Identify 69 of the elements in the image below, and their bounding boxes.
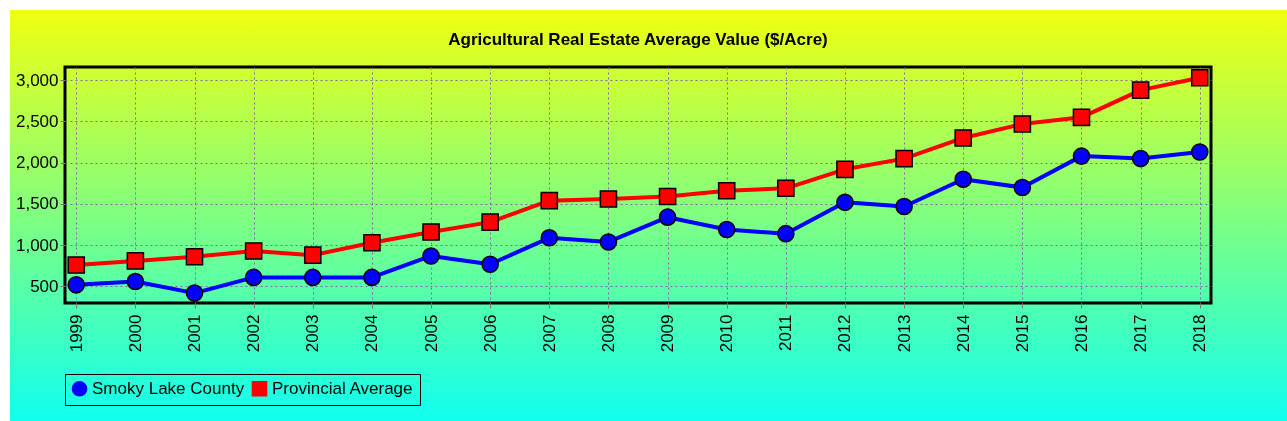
x-tick-label: 2000: [125, 314, 145, 353]
point: [1072, 147, 1091, 165]
point: [422, 223, 440, 241]
point: [658, 208, 677, 226]
x-tick-label: 2010: [717, 314, 737, 353]
y-tick-label: 2,000: [15, 153, 59, 173]
x-tick-label: 2015: [1012, 314, 1032, 353]
point: [303, 268, 322, 287]
x-tick-label: 2007: [539, 314, 559, 353]
point: [1190, 68, 1209, 87]
point: [1131, 81, 1150, 99]
x-tick-label: 2016: [1072, 314, 1091, 353]
x-tick-label: 1999: [66, 314, 86, 353]
point: [717, 220, 736, 239]
point: [185, 284, 204, 302]
x-tick-label: 2001: [185, 314, 204, 353]
point: [1190, 143, 1209, 161]
point: [303, 246, 322, 264]
point: [185, 247, 204, 266]
point: [777, 179, 795, 198]
y-tick-label: 1,000: [15, 235, 59, 255]
x-tick-label: 2006: [480, 314, 500, 353]
point: [540, 229, 559, 247]
x-tick-label: 2011: [776, 314, 796, 352]
point: [954, 129, 973, 147]
point: [481, 213, 499, 231]
point: [599, 233, 618, 251]
point: [67, 256, 86, 274]
y-tick-label: 2,500: [15, 111, 59, 131]
point: [126, 252, 145, 270]
x-tick-label: 2018: [1190, 314, 1210, 353]
point: [363, 233, 381, 252]
y-tick-label: 1,500: [15, 194, 59, 214]
point: [1131, 149, 1150, 168]
point: [363, 268, 381, 287]
legend-label: Smoky Lake County: [92, 378, 245, 398]
point: [836, 193, 854, 212]
x-tick-label: 2008: [598, 314, 618, 353]
x-tick-label: 2012: [835, 314, 855, 353]
x-tick-label: 2002: [244, 314, 264, 353]
x-tick-label: 2017: [1131, 314, 1151, 353]
legend-label: Provincial Average: [272, 378, 413, 398]
x-tick-label: 2004: [362, 314, 382, 353]
point: [895, 149, 913, 168]
x-tick-label: 2009: [658, 314, 678, 353]
point: [244, 268, 263, 287]
point: [895, 197, 913, 216]
point: [836, 160, 854, 179]
point: [658, 187, 677, 206]
y-tick-label: 500: [30, 277, 59, 296]
x-tick-label: 2005: [421, 314, 441, 353]
point: [244, 242, 263, 260]
point: [1013, 115, 1032, 133]
point: [481, 255, 499, 274]
point: [126, 272, 145, 291]
point: [1072, 108, 1091, 127]
point: [717, 181, 736, 200]
y-tick-label: 3,000: [15, 70, 59, 90]
chart-title: Agricultural Real Estate Average Value ($/Acre): [448, 29, 828, 49]
point: [599, 190, 618, 208]
x-tick-label: 2003: [303, 314, 323, 353]
x-tick-label: 2013: [894, 314, 914, 353]
point: [777, 224, 795, 243]
point: [67, 276, 86, 294]
point: [540, 191, 559, 210]
x-tick-label: 2014: [953, 314, 973, 353]
point: [422, 247, 440, 265]
point: [954, 170, 973, 189]
point: [1013, 178, 1032, 197]
